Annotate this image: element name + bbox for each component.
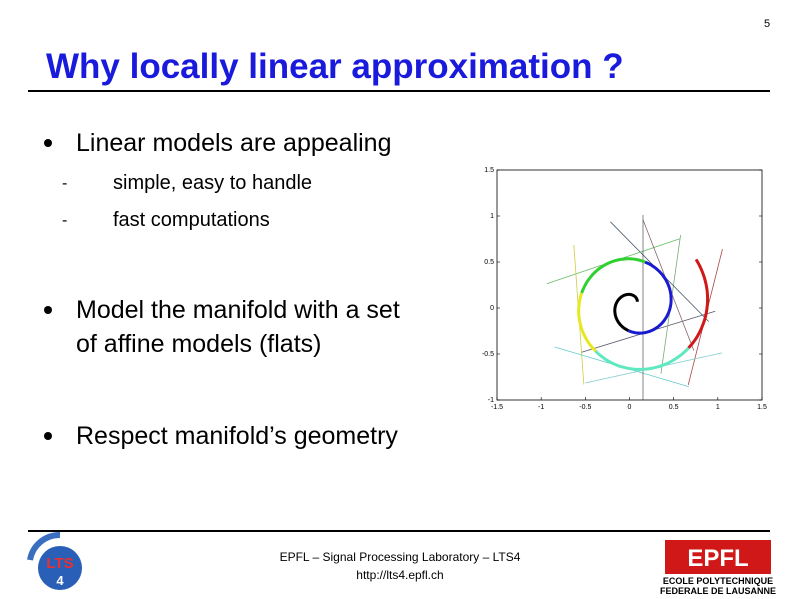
spiral-segment	[613, 292, 639, 333]
logo-disc	[38, 546, 82, 590]
page-number: 5	[764, 18, 770, 30]
x-tick-label: 0	[628, 404, 632, 411]
y-tick-label: 0.5	[484, 259, 494, 266]
x-tick-label: -1	[538, 404, 544, 411]
bullet-dot	[44, 139, 52, 147]
sub-bullet: simple, easy to handle	[113, 172, 312, 194]
sub-bullet: fast computations	[113, 209, 270, 231]
dash: -	[62, 175, 67, 192]
logo-text: EPFL	[687, 545, 748, 572]
logo-subtitle: ECOLE POLYTECHNIQUE	[663, 576, 773, 586]
y-tick-label: -0.5	[482, 351, 494, 358]
logo-number: 4	[56, 573, 64, 588]
logo-block	[665, 540, 771, 574]
x-tick-label: 1.5	[757, 404, 767, 411]
spiral-segment	[577, 292, 597, 353]
y-tick-label: 1.5	[484, 167, 494, 174]
footer-text: EPFL – Signal Processing Laboratory – LT…	[280, 550, 521, 564]
logo-text: LTS	[46, 555, 73, 572]
spiral-segment	[687, 258, 710, 349]
slide-title: Why locally linear approximation ?	[46, 47, 624, 86]
y-tick-label: -1	[488, 397, 494, 404]
logo-arc	[27, 531, 61, 561]
x-tick-label: -0.5	[579, 404, 591, 411]
bullet-text: Model the manifold with a set of affine m…	[76, 296, 400, 358]
x-tick-label: -1.5	[491, 404, 503, 411]
bullet-text: Linear models are appealing	[76, 129, 392, 157]
spiral-segment	[580, 257, 646, 294]
x-tick-label: 0.5	[669, 404, 679, 411]
plot-frame	[496, 169, 763, 401]
figure: -1.5 -1 -0.5 0 0.5 1 1.5-1-0.500.511.5	[482, 167, 767, 411]
logo-subtitle: FEDERALE DE LAUSANNE	[660, 586, 776, 596]
x-tick-label: 1	[716, 404, 720, 411]
dash: -	[62, 212, 67, 229]
bullet-dot	[44, 306, 52, 314]
y-tick-label: 1	[490, 213, 494, 220]
footer-url: http://lts4.epfl.ch	[356, 568, 443, 582]
epfl-logo: EPFL ECOLE POLYTECHNIQUE FEDERALE DE LAU…	[660, 540, 776, 596]
bullet-text: Respect manifold’s geometry	[76, 422, 398, 450]
bullet-dot	[44, 432, 52, 440]
spiral-segment	[594, 346, 690, 371]
y-tick-label: 0	[490, 305, 494, 312]
spiral-segment	[627, 260, 673, 335]
lts4-logo: LTS 4	[27, 531, 82, 590]
